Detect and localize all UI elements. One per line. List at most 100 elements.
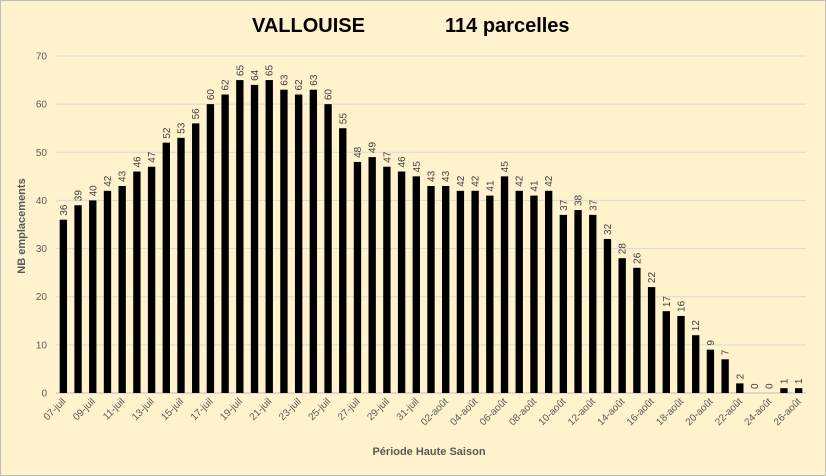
bars [59, 80, 803, 394]
bar [427, 185, 435, 393]
bar [500, 176, 509, 393]
data-label: 62 [294, 79, 305, 91]
bar [471, 190, 479, 393]
data-label: 42 [103, 175, 114, 187]
data-label: 7 [721, 349, 732, 355]
data-label: 48 [353, 146, 364, 158]
data-label: 45 [412, 161, 423, 173]
data-label: 53 [177, 122, 188, 134]
data-label: 1 [794, 378, 805, 384]
x-tick-label: 18-août [654, 396, 686, 428]
y-tick-label: 30 [36, 244, 48, 255]
chart-subtitle: 114 parcelles [445, 15, 570, 37]
bar [147, 166, 156, 393]
data-label: 12 [691, 320, 702, 332]
data-label: 65 [235, 65, 246, 77]
bar [412, 176, 420, 393]
data-label: 9 [706, 340, 717, 346]
bar [265, 80, 273, 394]
x-tick-label: 09-juil [71, 396, 98, 423]
data-label: 42 [515, 175, 526, 187]
x-tick-label: 22-août [713, 396, 745, 428]
bar [456, 190, 465, 393]
data-label: 37 [559, 199, 570, 211]
bar [118, 185, 126, 393]
data-label: 62 [221, 79, 232, 91]
data-label: 43 [427, 170, 438, 182]
bar [677, 315, 685, 393]
data-label: 64 [250, 69, 261, 81]
x-tick-label: 02-août [419, 396, 451, 428]
bar [721, 359, 729, 393]
bar [103, 190, 112, 393]
data-label: 56 [191, 108, 202, 120]
data-label: 16 [677, 300, 688, 312]
bar [206, 104, 215, 394]
bar [780, 388, 788, 393]
data-label: 38 [574, 194, 585, 206]
data-label: 65 [265, 65, 276, 77]
x-tick-label: 04-août [448, 396, 480, 428]
data-label: 39 [74, 190, 85, 202]
data-label: 63 [279, 74, 290, 86]
bar [133, 171, 141, 393]
data-label: 17 [662, 296, 673, 308]
data-label: 45 [500, 161, 511, 173]
x-tick-label: 29-juil [365, 396, 392, 423]
bar [236, 80, 244, 394]
bar [486, 195, 494, 393]
bar [353, 161, 362, 393]
x-tick-label: 16-août [625, 396, 657, 428]
bar [692, 335, 700, 393]
x-tick-label: 20-août [684, 396, 716, 428]
bar [397, 171, 406, 393]
bar [603, 238, 612, 393]
bar [162, 142, 170, 393]
data-label: 42 [471, 175, 482, 187]
data-label: 60 [206, 89, 217, 101]
data-label: 28 [618, 243, 629, 255]
bar [177, 137, 185, 393]
bar [662, 311, 670, 393]
bar [74, 205, 82, 393]
data-label: 49 [368, 142, 379, 154]
bar [442, 185, 450, 393]
data-label: 41 [485, 180, 496, 192]
x-tick-label: 21-juil [248, 396, 275, 423]
y-tick-label: 40 [36, 196, 48, 207]
bar [559, 214, 568, 393]
bar [574, 210, 582, 393]
chart-title: VALLOUISE [252, 15, 365, 37]
data-label: 46 [397, 156, 408, 168]
x-tick-label: 25-juil [307, 396, 334, 423]
x-tick-label: 14-août [596, 396, 628, 428]
bar [647, 287, 656, 393]
bar [192, 123, 200, 394]
x-tick-label: 08-août [507, 396, 539, 428]
x-tick-label: 10-août [537, 396, 569, 428]
x-tick-label: 06-août [478, 396, 510, 428]
bar [294, 94, 303, 393]
y-tick-label: 70 [36, 52, 48, 63]
data-label: 43 [118, 170, 129, 182]
data-label: 22 [647, 272, 658, 284]
bar [89, 200, 97, 393]
data-label: 0 [765, 383, 776, 389]
x-tick-label: 12-août [566, 396, 598, 428]
x-tick-label: 13-juil [130, 396, 157, 423]
data-label: 46 [132, 156, 143, 168]
x-tick-label: 26-août [772, 396, 804, 428]
bar [633, 267, 641, 393]
data-label: 42 [544, 175, 555, 187]
bar [250, 84, 259, 393]
bar [515, 190, 523, 393]
data-label: 52 [162, 127, 173, 139]
y-tick-label: 0 [41, 389, 47, 400]
data-label: 1 [779, 378, 790, 384]
y-tick-label: 50 [36, 148, 48, 159]
bar [794, 388, 803, 393]
x-axis-title: Période Haute Saison [372, 446, 485, 458]
bar [368, 157, 376, 393]
x-tick-label: 17-juil [189, 396, 216, 423]
